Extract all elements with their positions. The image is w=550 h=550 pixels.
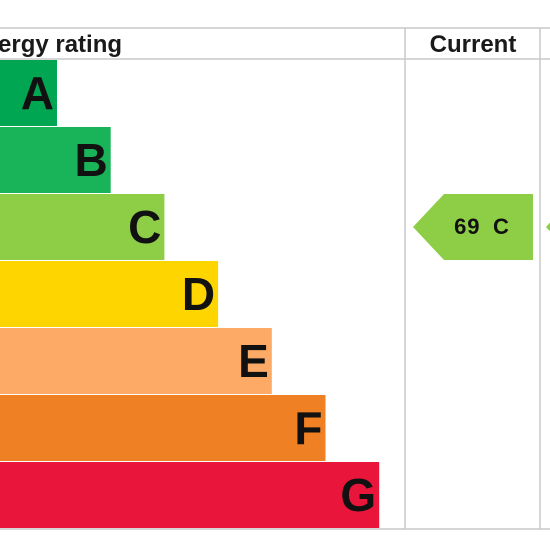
current-rating-arrow: 69 C — [413, 194, 533, 260]
band-c-label: C — [128, 201, 161, 253]
band-f-bar — [0, 395, 326, 461]
band-d-bar — [0, 261, 219, 327]
band-c-bar — [0, 194, 165, 260]
band-b-bar — [0, 127, 111, 193]
potential-arrow-tip — [546, 222, 550, 232]
band-e-label: E — [238, 335, 269, 387]
band-f-label: F — [294, 402, 322, 454]
band-b-label: B — [74, 134, 107, 186]
band-g-label: G — [340, 469, 376, 521]
band-a-label: A — [21, 67, 54, 119]
band-e-bar — [0, 328, 272, 394]
band-a-bar — [0, 60, 57, 126]
current-column-header: Current — [430, 31, 517, 58]
current-arrow-label: 69 C — [454, 214, 510, 239]
rating-column-header: ergy rating — [0, 31, 122, 58]
band-d-label: D — [182, 268, 215, 320]
grid-lines — [0, 27, 550, 530]
band-g-bar — [0, 462, 380, 528]
current-arrow-shape — [413, 194, 533, 260]
